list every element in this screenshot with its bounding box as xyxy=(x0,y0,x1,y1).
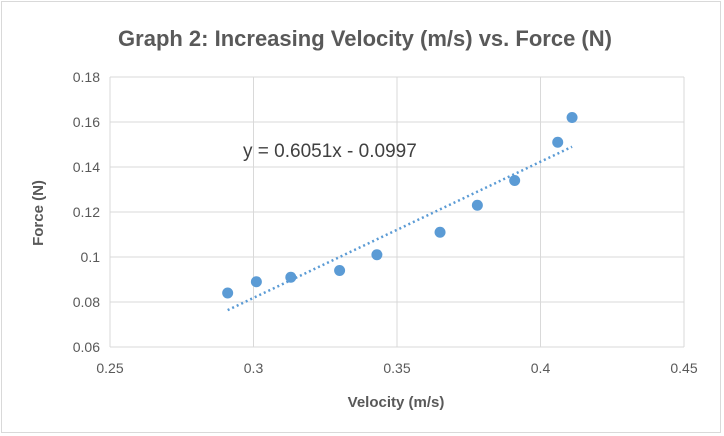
x-tick-label: 0.3 xyxy=(244,360,264,376)
data-point xyxy=(471,199,483,211)
trendline-equation: y = 0.6051x - 0.0997 xyxy=(243,141,417,162)
data-point xyxy=(371,249,383,261)
y-tick-label: 0.1 xyxy=(81,249,101,265)
data-point xyxy=(222,287,234,299)
x-tick-label: 0.25 xyxy=(96,360,123,376)
x-tick-label: 0.45 xyxy=(670,360,697,376)
y-axis-title: Force (N) xyxy=(30,180,47,246)
data-point xyxy=(250,276,262,288)
gridlines xyxy=(109,76,685,348)
x-axis-title: Velocity (m/s) xyxy=(348,394,445,411)
y-tick-label: 0.12 xyxy=(73,204,100,220)
y-tick-label: 0.18 xyxy=(73,69,100,85)
data-points xyxy=(222,112,578,299)
y-tick-label: 0.08 xyxy=(73,294,100,310)
trendline-group xyxy=(227,145,573,312)
trendline xyxy=(227,145,573,312)
data-point xyxy=(552,136,564,148)
x-tick-label: 0.35 xyxy=(383,360,410,376)
y-tick-label: 0.16 xyxy=(73,114,100,130)
y-tick-label: 0.14 xyxy=(73,159,100,175)
tick-labels: 0.06 0.08 0.1 0.12 0.14 0.16 0.18 0.25 0.3 0.35 0.… xyxy=(73,69,698,376)
data-point xyxy=(566,112,578,123)
data-point xyxy=(285,271,297,283)
data-point xyxy=(434,226,446,238)
chart-title: Graph 2: Increasing Velocity (m/s) vs. F… xyxy=(118,26,612,51)
y-tick-label: 0.06 xyxy=(73,339,100,355)
data-point xyxy=(509,175,521,186)
x-tick-label: 0.4 xyxy=(531,360,551,376)
data-point xyxy=(334,265,346,276)
